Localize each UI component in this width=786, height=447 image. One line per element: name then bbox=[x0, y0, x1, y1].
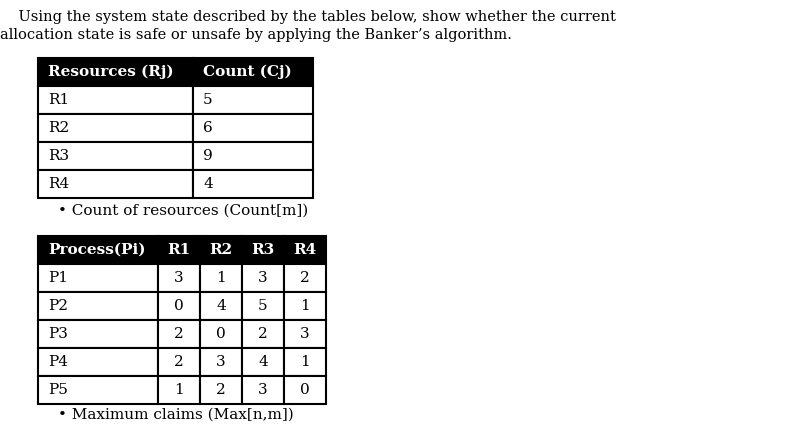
Text: 3: 3 bbox=[216, 355, 226, 369]
Bar bbox=[38, 142, 193, 170]
Bar bbox=[200, 264, 242, 292]
Bar bbox=[158, 376, 200, 404]
Bar bbox=[193, 114, 313, 142]
Bar bbox=[193, 142, 313, 170]
Bar bbox=[38, 376, 158, 404]
Bar bbox=[242, 236, 284, 264]
Bar bbox=[38, 348, 158, 376]
Text: Count (Cj): Count (Cj) bbox=[203, 65, 292, 79]
Text: 3: 3 bbox=[258, 383, 268, 397]
Text: R3: R3 bbox=[48, 149, 69, 163]
Text: 3: 3 bbox=[258, 271, 268, 285]
Text: allocation state is safe or unsafe by applying the Banker’s algorithm.: allocation state is safe or unsafe by ap… bbox=[0, 28, 512, 42]
Text: 5: 5 bbox=[203, 93, 213, 107]
Bar bbox=[193, 170, 313, 198]
Text: • Maximum claims (Max[n,m]): • Maximum claims (Max[n,m]) bbox=[58, 408, 294, 422]
Bar bbox=[200, 292, 242, 320]
Text: 1: 1 bbox=[174, 383, 184, 397]
Bar bbox=[38, 114, 193, 142]
Bar bbox=[284, 292, 326, 320]
Bar bbox=[200, 348, 242, 376]
Text: P1: P1 bbox=[48, 271, 68, 285]
Bar bbox=[38, 86, 193, 114]
Text: 2: 2 bbox=[258, 327, 268, 341]
Bar bbox=[200, 236, 242, 264]
Bar bbox=[284, 348, 326, 376]
Text: • Count of resources (Count[m]): • Count of resources (Count[m]) bbox=[58, 204, 308, 218]
Text: P5: P5 bbox=[48, 383, 68, 397]
Bar bbox=[158, 292, 200, 320]
Bar bbox=[284, 376, 326, 404]
Bar bbox=[38, 58, 193, 86]
Text: R3: R3 bbox=[252, 243, 274, 257]
Text: R2: R2 bbox=[48, 121, 69, 135]
Text: R1: R1 bbox=[48, 93, 69, 107]
Bar bbox=[242, 264, 284, 292]
Text: 1: 1 bbox=[216, 271, 226, 285]
Text: Using the system state described by the tables below, show whether the current: Using the system state described by the … bbox=[0, 10, 616, 24]
Bar bbox=[284, 236, 326, 264]
Bar bbox=[193, 58, 313, 86]
Text: 0: 0 bbox=[174, 299, 184, 313]
Text: Process(Pi): Process(Pi) bbox=[48, 243, 145, 257]
Text: R4: R4 bbox=[293, 243, 317, 257]
Bar bbox=[38, 292, 158, 320]
Text: R4: R4 bbox=[48, 177, 69, 191]
Text: R2: R2 bbox=[209, 243, 233, 257]
Text: 4: 4 bbox=[203, 177, 213, 191]
Text: P3: P3 bbox=[48, 327, 68, 341]
Text: 5: 5 bbox=[258, 299, 268, 313]
Text: 2: 2 bbox=[174, 327, 184, 341]
Text: 2: 2 bbox=[174, 355, 184, 369]
Text: 4: 4 bbox=[216, 299, 226, 313]
Text: Resources (Rj): Resources (Rj) bbox=[48, 65, 174, 79]
Bar bbox=[284, 264, 326, 292]
Text: 9: 9 bbox=[203, 149, 213, 163]
Text: 6: 6 bbox=[203, 121, 213, 135]
Text: 3: 3 bbox=[300, 327, 310, 341]
Bar bbox=[242, 376, 284, 404]
Bar bbox=[158, 264, 200, 292]
Text: P4: P4 bbox=[48, 355, 68, 369]
Bar bbox=[158, 236, 200, 264]
Bar bbox=[38, 264, 158, 292]
Text: P2: P2 bbox=[48, 299, 68, 313]
Bar bbox=[158, 348, 200, 376]
Bar bbox=[242, 320, 284, 348]
Text: 4: 4 bbox=[258, 355, 268, 369]
Bar bbox=[38, 236, 158, 264]
Text: 3: 3 bbox=[174, 271, 184, 285]
Bar bbox=[200, 320, 242, 348]
Bar bbox=[38, 170, 193, 198]
Text: 0: 0 bbox=[216, 327, 226, 341]
Text: 2: 2 bbox=[300, 271, 310, 285]
Text: R1: R1 bbox=[167, 243, 191, 257]
Text: 1: 1 bbox=[300, 299, 310, 313]
Text: 2: 2 bbox=[216, 383, 226, 397]
Bar bbox=[158, 320, 200, 348]
Text: 1: 1 bbox=[300, 355, 310, 369]
Bar bbox=[38, 320, 158, 348]
Bar bbox=[200, 376, 242, 404]
Bar bbox=[284, 320, 326, 348]
Bar bbox=[242, 348, 284, 376]
Bar bbox=[193, 86, 313, 114]
Bar bbox=[242, 292, 284, 320]
Text: 0: 0 bbox=[300, 383, 310, 397]
